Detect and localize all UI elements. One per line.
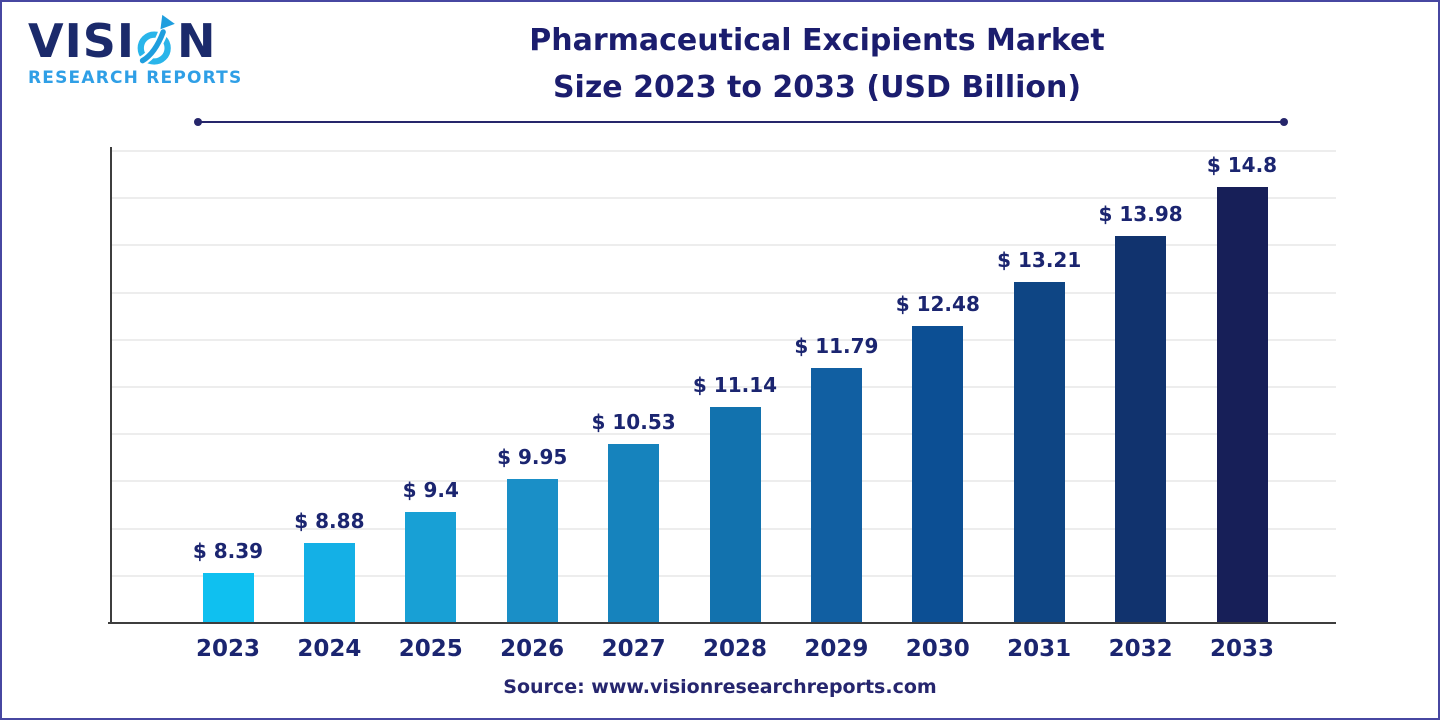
bar-value-label: $ 13.98: [1098, 202, 1183, 226]
underline-right-dot: [1280, 118, 1288, 126]
bar-2029: [810, 368, 862, 622]
x-axis-tick-label: 2023: [195, 636, 260, 662]
y-axis-line: [110, 147, 112, 624]
brand-name-right: N: [176, 14, 217, 68]
bar-value-label: $ 12.48: [895, 292, 980, 316]
brand-subtitle: RESEARCH REPORTS: [28, 68, 243, 88]
bar-2025: [405, 512, 457, 622]
bar-value-label: $ 8.39: [192, 539, 264, 563]
bar-2030: [912, 326, 964, 622]
x-axis-tick-label: 2027: [601, 636, 666, 662]
x-axis-tick-label: 2026: [500, 636, 565, 662]
bar-value-label: $ 11.79: [794, 334, 879, 358]
brand-logo: VISI N RESEARCH REPORTS: [28, 14, 242, 88]
bar-2028: [709, 407, 761, 622]
brand-name: VISI N: [28, 14, 242, 68]
x-axis-tick-label: 2025: [398, 636, 463, 662]
brand-name-left: VISI: [28, 14, 135, 68]
gridline: [112, 338, 1336, 341]
x-axis-tick-label: 2024: [297, 636, 362, 662]
bar-2032: [1115, 236, 1167, 622]
bar-value-label: $ 10.53: [591, 410, 676, 434]
chart-title: Pharmaceutical Excipients Market Size 20…: [372, 17, 1262, 111]
bar-value-label: $ 13.21: [997, 248, 1082, 272]
gridline: [112, 386, 1336, 388]
x-axis-line: [108, 622, 1336, 624]
x-axis-tick-label: 2030: [905, 636, 970, 662]
bar-2026: [506, 479, 558, 622]
x-axis-tick-label: 2028: [702, 636, 767, 662]
chart-title-line-1: Pharmaceutical Excipients Market: [529, 23, 1105, 58]
x-axis-tick-label: 2033: [1209, 636, 1274, 662]
bar-chart: $ 8.39 2023 $ 8.88 2024 $ 9.4 2025 $ 9.95 2026 $…: [108, 147, 1336, 662]
bar-2033: [1216, 187, 1268, 622]
x-axis-tick-label: 2031: [1007, 636, 1072, 662]
x-axis-tick-label: 2032: [1108, 636, 1173, 662]
bar-2031: [1013, 282, 1065, 622]
bar-2024: [303, 543, 355, 622]
gridline: [112, 291, 1336, 294]
bar-2027: [608, 444, 660, 622]
gridline: [112, 150, 1336, 152]
underline-left-dot: [194, 118, 202, 126]
bar-value-label: $ 9.95: [497, 445, 568, 469]
bar-2023: [202, 573, 254, 622]
chart-title-line-2: Size 2023 to 2033 (USD Billion): [552, 70, 1082, 105]
bar-value-label: $ 8.88: [294, 509, 365, 533]
title-underline: [194, 118, 1288, 126]
bar-value-label: $ 9.4: [402, 478, 459, 502]
gridline: [112, 197, 1336, 200]
x-axis-tick-label: 2029: [804, 636, 869, 662]
bar-value-label: $ 11.14: [692, 373, 778, 397]
brand-arrow-icon: [137, 14, 175, 66]
source-text: Source: www.visionresearchreports.com: [503, 676, 937, 698]
bar-value-label: $ 14.8: [1206, 153, 1278, 177]
gridline: [112, 244, 1336, 247]
